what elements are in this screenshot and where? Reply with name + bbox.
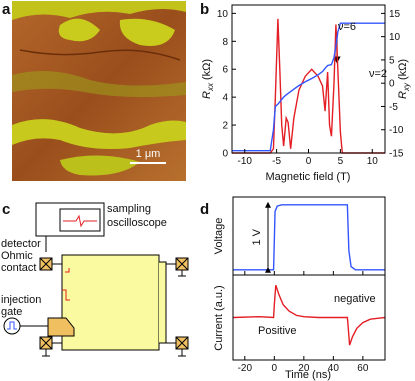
y-tick-label: 4: [222, 93, 228, 104]
x-tick-label: -10: [238, 156, 253, 167]
x-tick-label: -20: [238, 363, 253, 374]
y-axis-label: Current (a.u.): [213, 285, 225, 350]
annotation: Positive: [258, 325, 297, 337]
y2-tick-label: 10: [389, 32, 401, 43]
y-axis-label-symbol: R: [201, 91, 213, 99]
data-line: [232, 22, 385, 152]
annotation: ν=2: [369, 68, 387, 80]
y-tick-label: 10: [217, 9, 229, 20]
x-tick-label: -5: [272, 156, 281, 167]
y-axis-label: Voltage: [213, 218, 225, 255]
panel-label: b: [200, 1, 209, 18]
panel-label: c: [2, 201, 10, 218]
y2-tick-label: 0: [389, 79, 395, 90]
y2-tick-label: -5: [389, 102, 398, 113]
annotation: negative: [334, 293, 376, 305]
y2-tick-label: 5: [389, 55, 395, 66]
gate-label: gate: [1, 306, 22, 318]
data-line: [232, 18, 385, 154]
y-axis-label-subscript: xx: [206, 82, 215, 92]
x-tick-label: 5: [338, 156, 344, 167]
x-tick-label: 20: [298, 363, 310, 374]
oscilloscope-label: sampling: [107, 203, 151, 215]
y-tick-label: 2: [222, 121, 228, 132]
plot-frame: [232, 274, 386, 361]
x-tick-label: 40: [328, 363, 340, 374]
y2-tick-label: -15: [389, 149, 404, 160]
y2-tick-label: -10: [389, 125, 404, 136]
afm-image: [12, 1, 186, 181]
detector-label: contact: [1, 262, 36, 274]
x-axis-label: Time (ns): [285, 369, 331, 381]
y2-axis-label-subscript: xy: [402, 82, 411, 92]
y-tick-label: 0: [222, 149, 228, 160]
device-diagram: [3, 202, 189, 357]
y2-axis-label-symbol: R: [397, 91, 409, 99]
x-tick-label: 0: [306, 156, 312, 167]
y-tick-label: 6: [222, 65, 228, 76]
y-axis-label: Rxx (kΩ): [201, 59, 215, 99]
panel-label: d: [200, 201, 209, 218]
data-line: [233, 204, 385, 271]
x-tick-label: 10: [367, 156, 379, 167]
annotation: ν=6: [338, 21, 356, 33]
x-axis-label: Magnetic field (T): [266, 171, 351, 183]
y2-axis-label-unit: (kΩ): [397, 59, 409, 80]
panel-label: a: [2, 1, 11, 18]
oscilloscope-label: oscilloscope: [107, 217, 167, 229]
plot-frame: [231, 4, 386, 154]
gate-label: injection: [1, 294, 41, 306]
scale-bar-label: 1 μm: [136, 148, 161, 160]
y2-tick-label: 15: [389, 9, 401, 20]
y-axis-label-unit: (kΩ): [201, 59, 213, 80]
detector-label: detector: [1, 238, 41, 250]
x-tick-label: 60: [357, 363, 369, 374]
y2-axis-label: Rxy (kΩ): [397, 59, 411, 99]
scale-bar-label: 1 V: [251, 228, 263, 245]
x-tick-label: 0: [272, 363, 278, 374]
detector-label: Ohmic: [1, 250, 33, 262]
data-line: [232, 284, 386, 346]
y-tick-label: 8: [222, 37, 228, 48]
